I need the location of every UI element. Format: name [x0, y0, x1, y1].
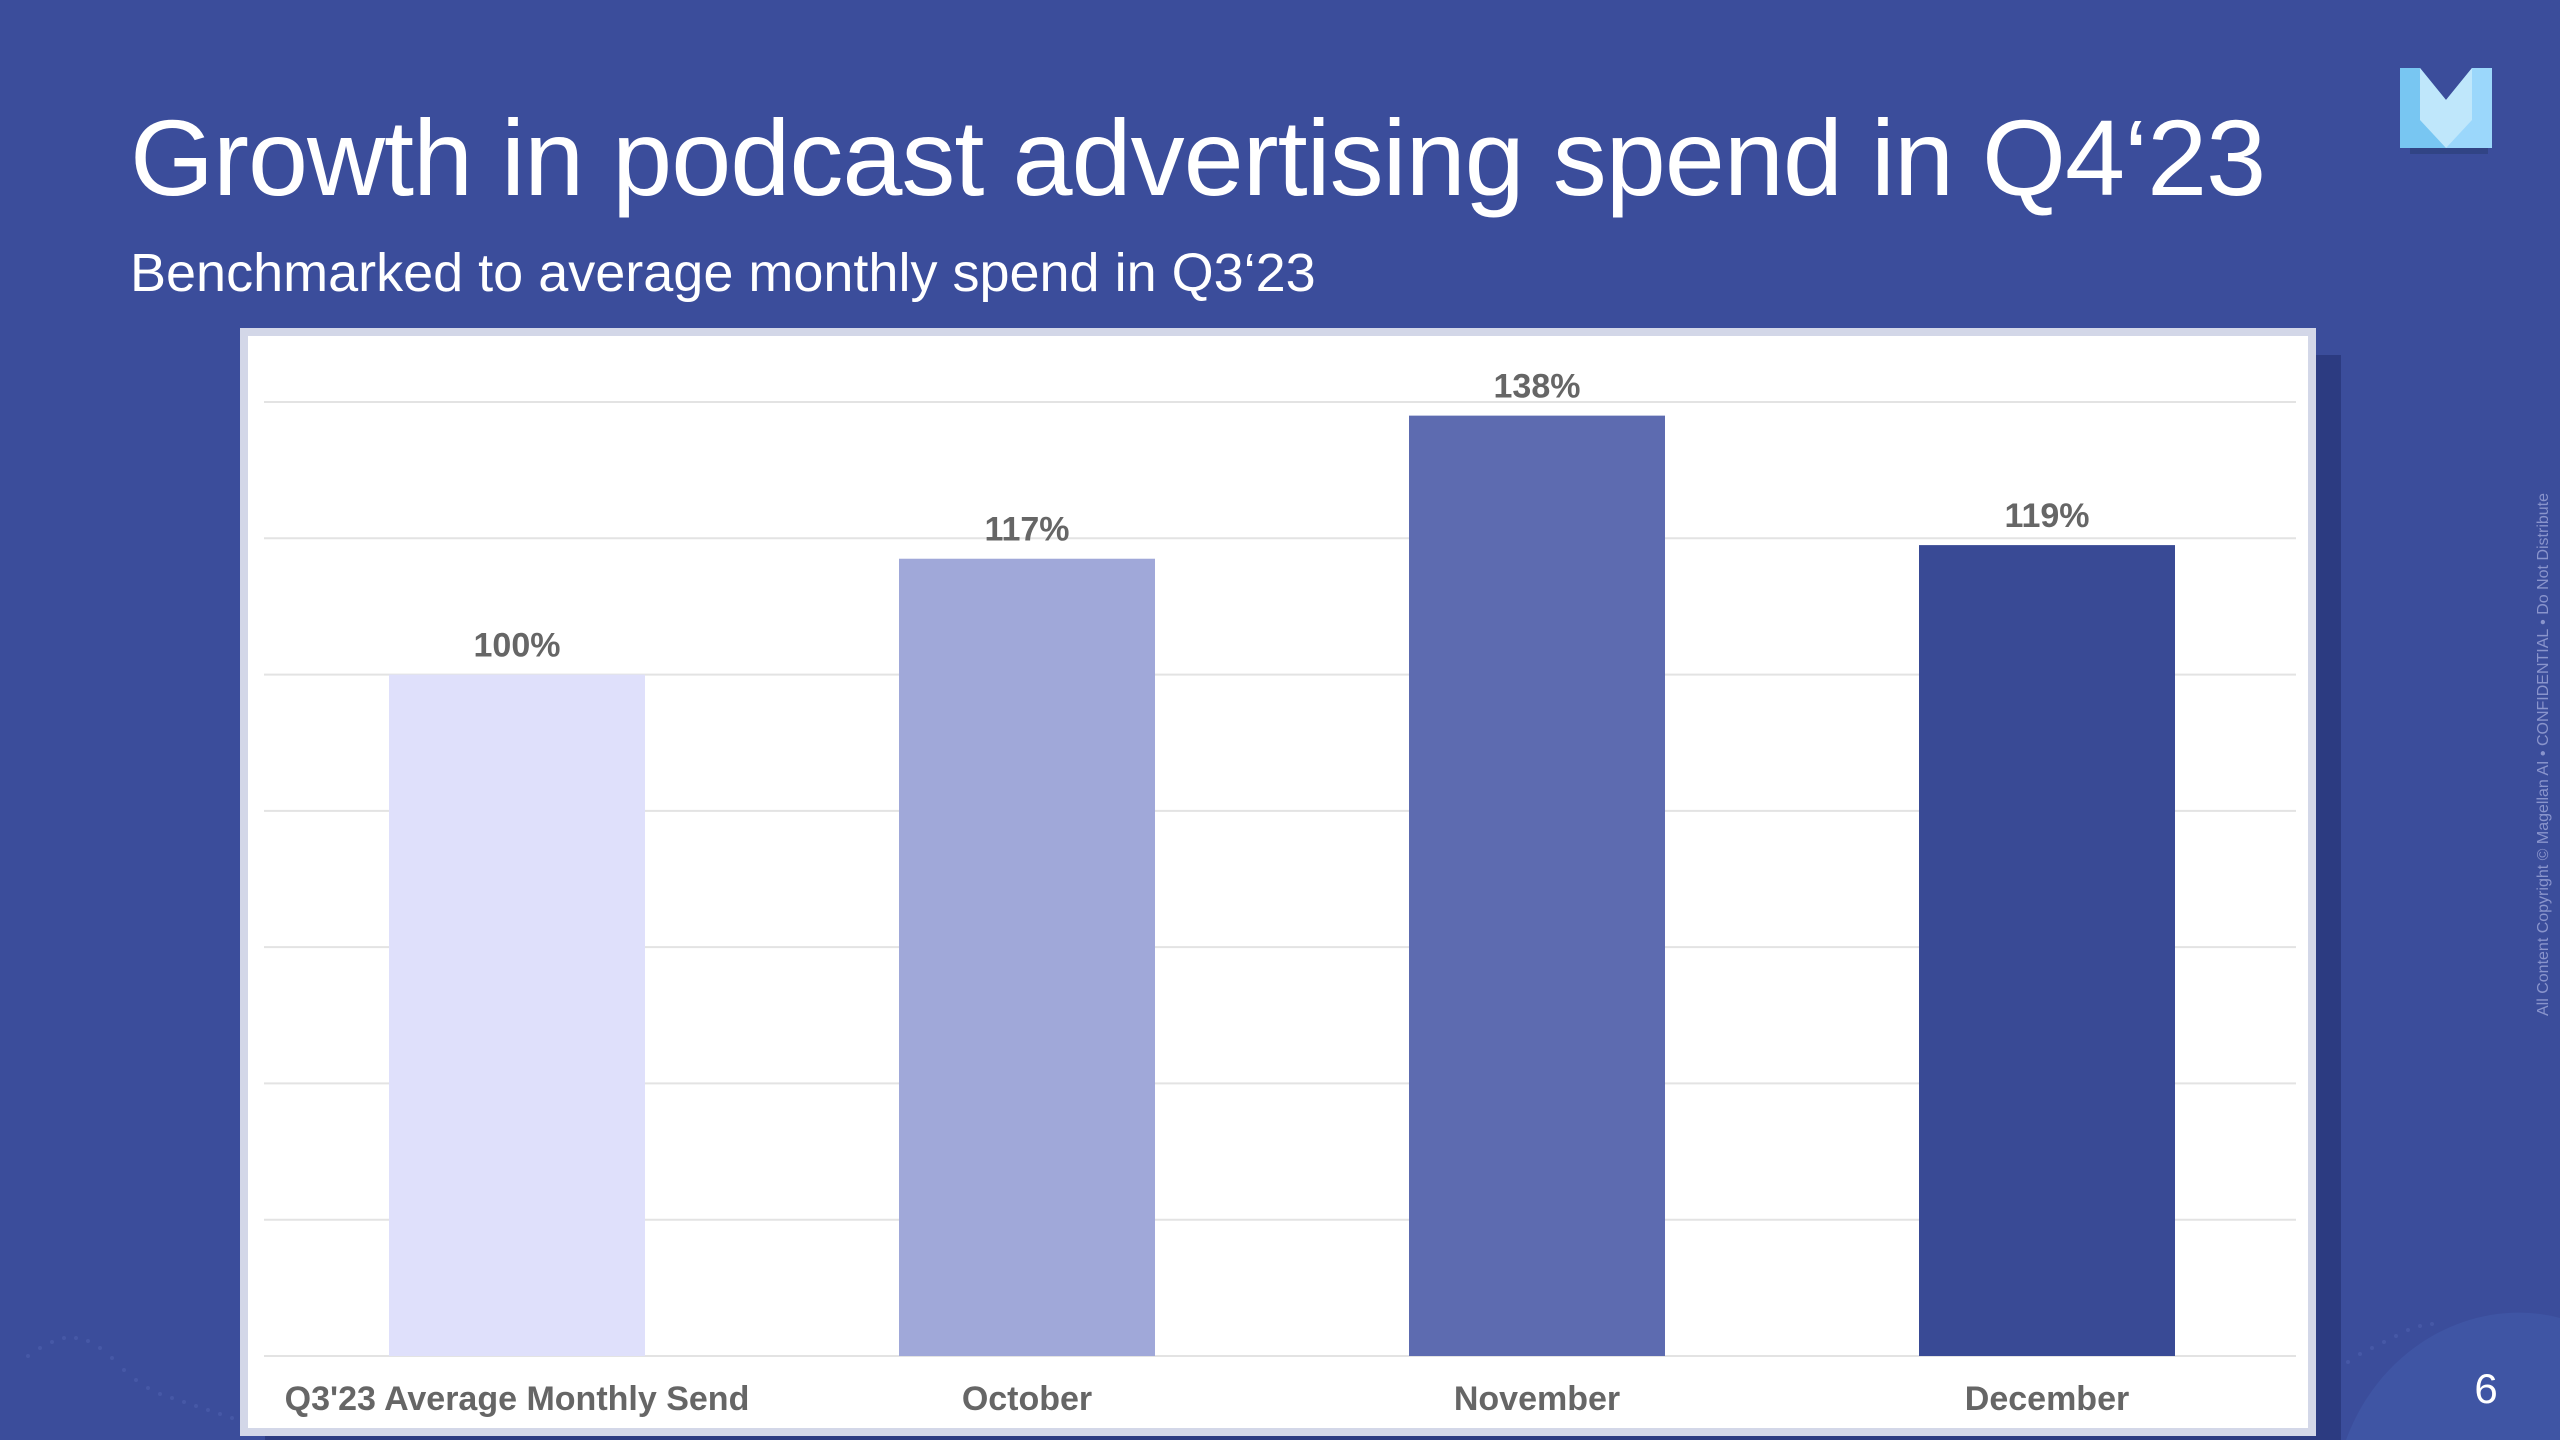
- x-axis-label: October: [962, 1380, 1092, 1418]
- data-label: 100%: [474, 627, 561, 665]
- pattern-dot: [158, 1392, 162, 1396]
- pattern-dot: [26, 1354, 30, 1358]
- bar-november: [1409, 415, 1665, 1357]
- pattern-dot: [110, 1356, 114, 1360]
- pattern-dot: [122, 1368, 126, 1372]
- pattern-dot: [2418, 1324, 2422, 1328]
- right-dot-pattern: [2334, 1322, 2434, 1372]
- slide-title: Growth in podcast advertising spend in Q…: [130, 97, 2266, 218]
- pattern-dot: [2406, 1328, 2410, 1332]
- pattern-dot: [2346, 1360, 2350, 1364]
- pattern-dot: [2358, 1352, 2362, 1356]
- pattern-dot: [2394, 1334, 2398, 1338]
- logo-center-facet: [2420, 68, 2472, 148]
- page-number: 6: [2474, 1365, 2498, 1412]
- pattern-dot: [182, 1400, 186, 1404]
- bar-october: [899, 558, 1155, 1356]
- magellan-m-logo-icon: [2400, 68, 2492, 154]
- bottom-right-circle-shape: [2346, 1312, 2560, 1440]
- pattern-dot: [2430, 1322, 2434, 1326]
- pattern-dot: [86, 1339, 90, 1343]
- pattern-dot: [194, 1404, 198, 1408]
- pattern-dot: [62, 1336, 66, 1340]
- data-label: 117%: [984, 511, 1069, 549]
- pattern-dot: [230, 1416, 234, 1420]
- bar-chart: 100% Q3'23 Average Monthly Send 117% Octobe…: [264, 368, 2296, 1418]
- chart-card: 100% Q3'23 Average Monthly Send 117% Octobe…: [240, 328, 2316, 1436]
- pattern-dot: [134, 1378, 138, 1382]
- x-axis-label: December: [1965, 1380, 2129, 1418]
- pattern-dot: [2370, 1346, 2374, 1350]
- x-axis-label: Q3'23 Average Monthly Send: [285, 1380, 750, 1418]
- pattern-dot: [38, 1346, 42, 1350]
- pattern-dot: [218, 1412, 222, 1416]
- pattern-dot: [206, 1408, 210, 1412]
- pattern-dot: [2382, 1340, 2386, 1344]
- left-dot-pattern: [26, 1336, 234, 1420]
- bar-december: [1919, 545, 2175, 1356]
- pattern-dot: [146, 1386, 150, 1390]
- pattern-dot: [74, 1336, 78, 1340]
- x-axis-label: November: [1454, 1380, 1620, 1418]
- pattern-dot: [98, 1346, 102, 1350]
- data-label: 119%: [2004, 497, 2089, 535]
- pattern-dot: [170, 1396, 174, 1400]
- confidentiality-note: All Content Copyright © Magellan AI • CO…: [2535, 492, 2552, 1016]
- pattern-dot: [50, 1340, 54, 1344]
- slide-subtitle: Benchmarked to average monthly spend in …: [130, 243, 1316, 303]
- bar-q3-23-average-monthly-send: [389, 674, 645, 1356]
- data-label: 138%: [1494, 368, 1581, 406]
